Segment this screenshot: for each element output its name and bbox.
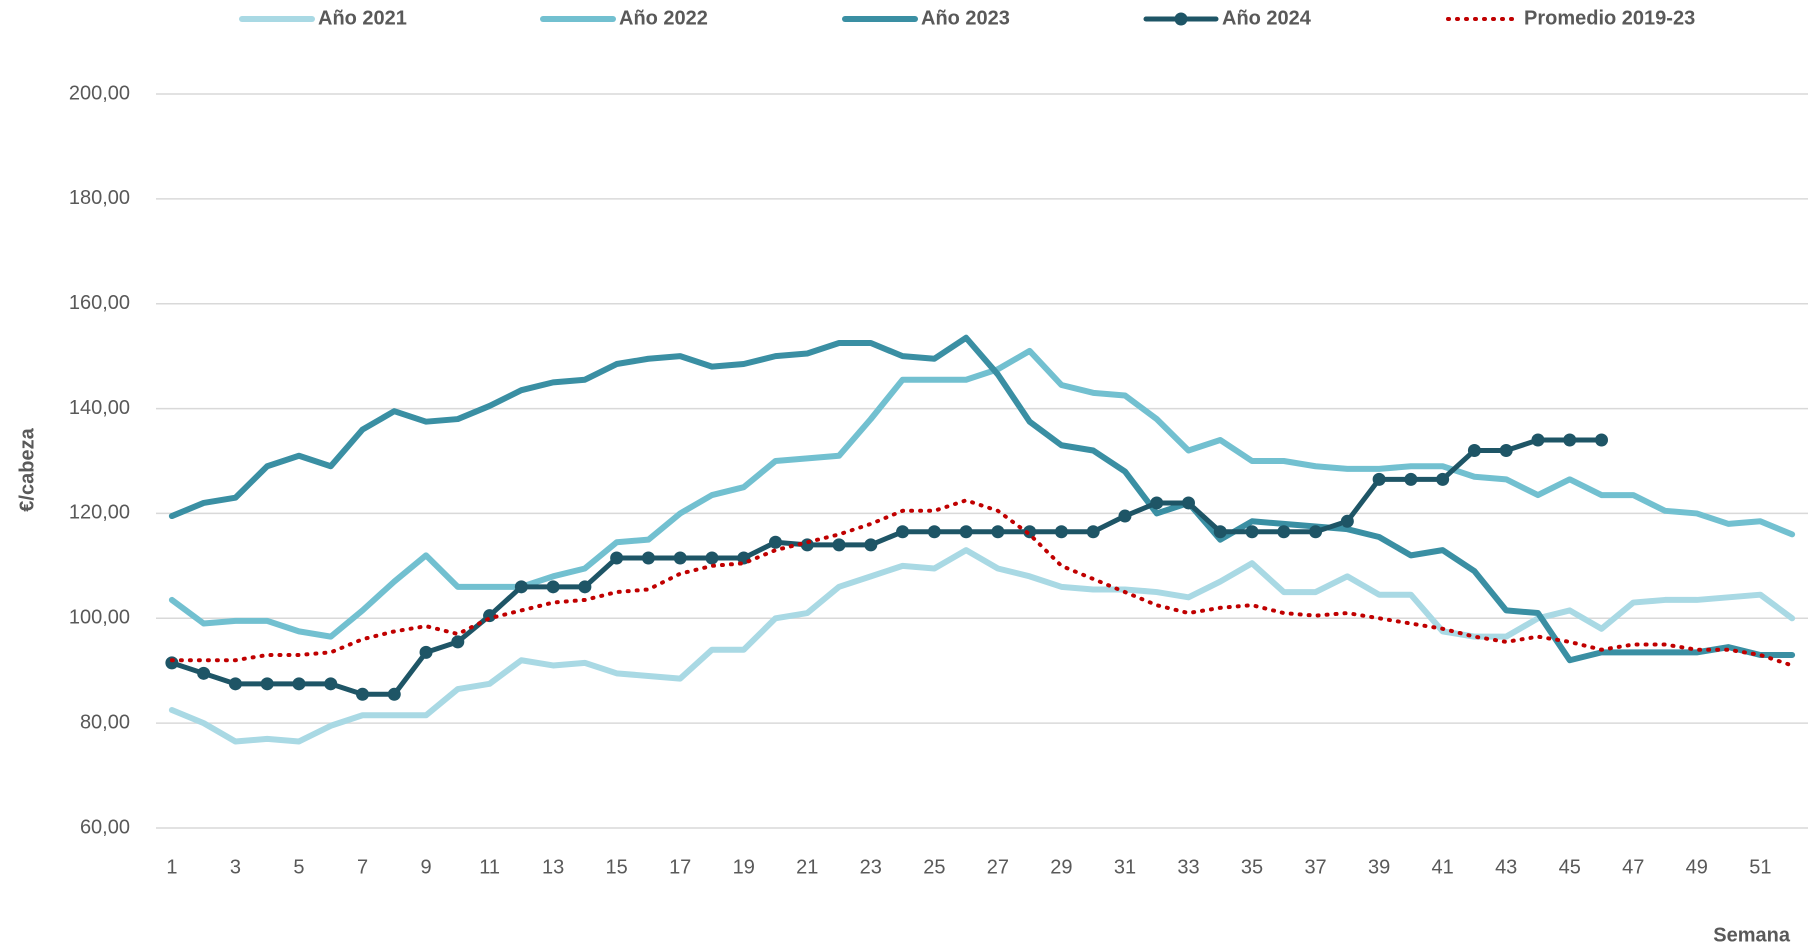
data-point: [578, 580, 592, 594]
legend-label: Año 2024: [1222, 7, 1312, 29]
data-point: [832, 538, 846, 552]
y-tick-label: 100,00: [69, 607, 130, 629]
data-point: [1436, 472, 1450, 486]
data-point: [387, 687, 401, 701]
x-tick-label: 29: [1050, 856, 1072, 878]
x-tick-label: 23: [860, 856, 882, 878]
series-line: [168, 547, 1796, 745]
x-tick-label: 51: [1749, 856, 1771, 878]
x-tick-label: 49: [1686, 856, 1708, 878]
data-point: [1086, 525, 1100, 539]
legend-marker: [1174, 12, 1188, 26]
y-tick-label: 60,00: [80, 816, 130, 838]
x-tick-label: 31: [1114, 856, 1136, 878]
data-point: [324, 677, 338, 691]
y-tick-label: 140,00: [69, 397, 130, 419]
data-point: [1563, 433, 1577, 447]
data-point: [228, 677, 242, 691]
data-point: [769, 535, 782, 549]
x-tick-label: 41: [1432, 856, 1454, 878]
data-point: [514, 580, 528, 594]
data-point: [927, 525, 941, 539]
x-tick-label: 47: [1622, 856, 1644, 878]
data-point: [165, 656, 179, 670]
x-tick-label: 5: [293, 856, 304, 878]
data-point: [1531, 433, 1545, 447]
data-point: [1467, 444, 1481, 458]
data-point: [1245, 525, 1259, 539]
data-point: [1213, 525, 1227, 539]
data-point: [864, 538, 878, 552]
x-tick-label: 35: [1241, 856, 1263, 878]
data-point: [896, 525, 910, 539]
data-point: [641, 551, 655, 565]
x-tick-label: 1: [166, 856, 177, 878]
data-point: [260, 677, 274, 691]
data-point: [705, 551, 719, 565]
legend-label: Promedio 2019-23: [1524, 7, 1695, 29]
x-tick-label: 27: [987, 856, 1009, 878]
data-point: [1182, 496, 1195, 510]
data-point: [1277, 525, 1291, 539]
x-tick-label: 13: [542, 856, 564, 878]
x-tick-label: 17: [669, 856, 691, 878]
data-point: [1340, 514, 1354, 528]
data-point: [1309, 525, 1323, 539]
x-tick-label: 43: [1495, 856, 1517, 878]
data-point: [610, 551, 624, 565]
y-tick-label: 180,00: [69, 187, 130, 209]
x-tick-label: 37: [1304, 856, 1326, 878]
data-point: [546, 580, 560, 594]
y-tick-label: 120,00: [69, 502, 130, 524]
data-point: [991, 525, 1005, 539]
legend-label: Año 2023: [921, 7, 1010, 29]
series-line: [169, 437, 1604, 697]
data-point: [1150, 496, 1164, 510]
x-tick-label: 7: [357, 856, 368, 878]
x-axis-label: Semana: [1713, 924, 1791, 946]
data-point: [1054, 525, 1068, 539]
x-tick-label: 39: [1368, 856, 1390, 878]
y-tick-label: 200,00: [69, 82, 130, 104]
y-axis-label: €/cabeza: [16, 427, 38, 511]
series-line: [168, 347, 1796, 640]
x-tick-label: 15: [606, 856, 628, 878]
data-point: [292, 677, 306, 691]
x-tick-label: 45: [1559, 856, 1581, 878]
series-line: [169, 498, 1795, 668]
x-tick-label: 25: [923, 856, 945, 878]
x-tick-label: 33: [1177, 856, 1199, 878]
data-point: [1404, 472, 1418, 486]
data-point: [451, 635, 465, 649]
series-line: [168, 334, 1796, 664]
y-tick-label: 80,00: [80, 711, 130, 733]
data-point: [419, 645, 433, 659]
x-tick-label: 9: [420, 856, 431, 878]
data-point: [1595, 433, 1608, 447]
x-tick-label: 11: [479, 856, 500, 878]
data-point: [959, 525, 973, 539]
x-tick-label: 21: [796, 856, 818, 878]
data-point: [673, 551, 687, 565]
x-tick-label: 3: [230, 856, 241, 878]
data-point: [1499, 444, 1513, 458]
y-tick-label: 160,00: [69, 292, 130, 314]
data-point: [1372, 472, 1386, 486]
data-point: [356, 687, 369, 701]
data-point: [1023, 525, 1037, 539]
data-point: [197, 666, 211, 680]
data-point: [1118, 509, 1132, 523]
legend-label: Año 2022: [619, 7, 708, 29]
legend-label: Año 2021: [318, 7, 407, 29]
x-tick-label: 19: [733, 856, 755, 878]
